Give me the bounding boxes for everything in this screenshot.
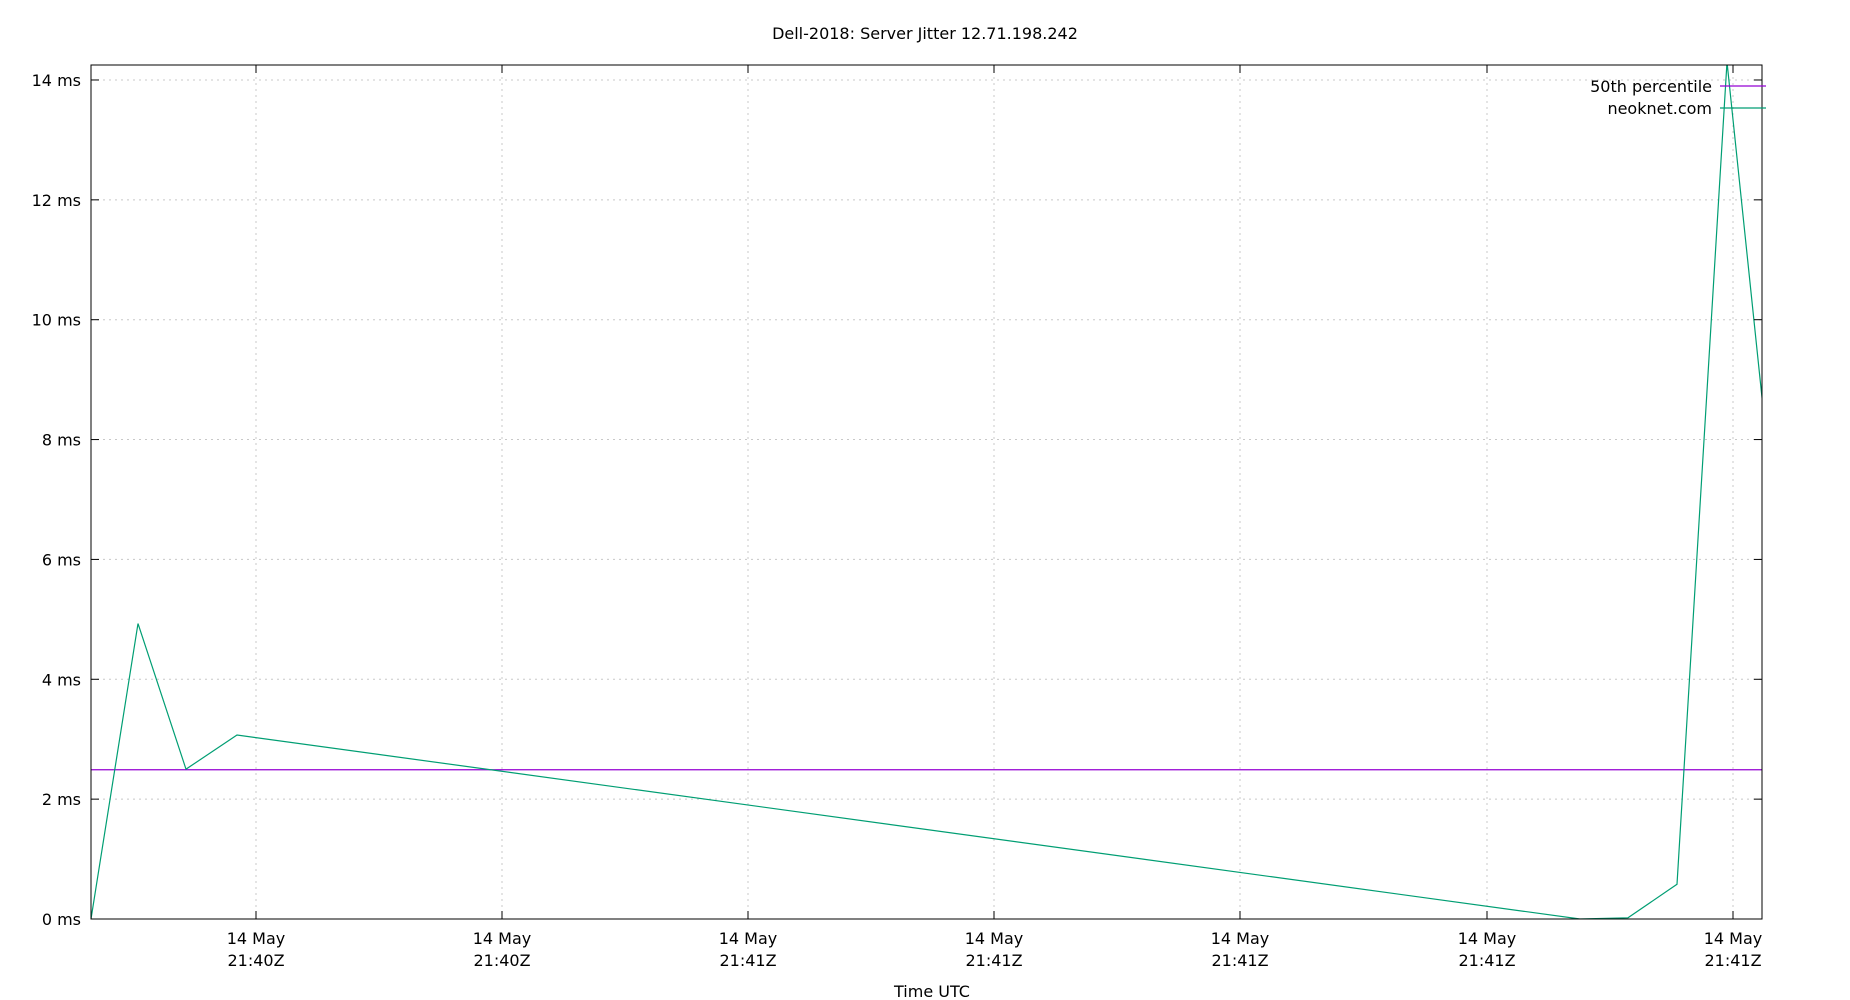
y-tick-label: 2 ms: [42, 790, 81, 809]
x-tick-label-time: 21:40Z: [473, 951, 530, 970]
y-tick-label: 14 ms: [32, 71, 81, 90]
y-tick-label: 6 ms: [42, 550, 81, 569]
y-tick-label: 4 ms: [42, 670, 81, 689]
x-tick-label-time: 21:41Z: [1458, 951, 1515, 970]
x-tick-label-time: 21:41Z: [965, 951, 1022, 970]
y-tick-label: 0 ms: [42, 910, 81, 929]
legend-label: neoknet.com: [1607, 99, 1712, 118]
x-tick-label-date: 14 May: [965, 929, 1024, 948]
x-tick-label-date: 14 May: [1458, 929, 1517, 948]
x-axis-label: Time UTC: [893, 982, 970, 1000]
grid: [91, 65, 1762, 920]
y-tick-label: 10 ms: [32, 311, 81, 330]
x-tick-label-date: 14 May: [1704, 929, 1763, 948]
x-tick-label-date: 14 May: [1211, 929, 1270, 948]
plot-frame: [90, 64, 1763, 920]
x-tick-label-time: 21:41Z: [1704, 951, 1761, 970]
series-layer: [91, 65, 1762, 919]
axis-ticks: 0 ms 2 ms 4 ms 6 ms 8 ms 10 ms 12 ms 14 ms 14 Ma…: [32, 65, 1763, 970]
legend-label: 50th percentile: [1590, 77, 1712, 96]
chart-title: Dell-2018: Server Jitter 12.71.198.242: [772, 24, 1078, 43]
x-tick-label-time: 21:41Z: [719, 951, 776, 970]
x-tick-label-date: 14 May: [719, 929, 778, 948]
y-tick-label: 8 ms: [42, 431, 81, 450]
series-line-neoknet-com: [91, 65, 1762, 919]
x-tick-label-time: 21:41Z: [1211, 951, 1268, 970]
x-tick-label-date: 14 May: [473, 929, 532, 948]
legend: 50th percentile neoknet.com: [1590, 77, 1766, 118]
x-tick-label-time: 21:40Z: [227, 951, 284, 970]
y-tick-label: 12 ms: [32, 191, 81, 210]
x-tick-label-date: 14 May: [227, 929, 286, 948]
